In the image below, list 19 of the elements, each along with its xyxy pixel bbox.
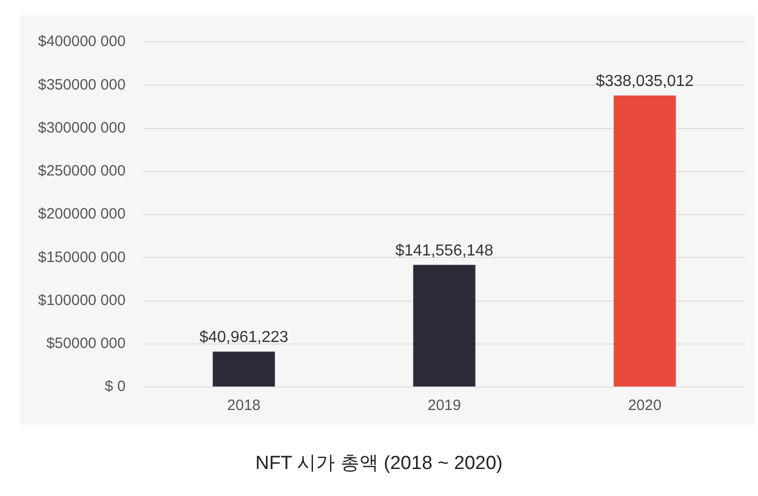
y-tick-label: $400000 000 (38, 33, 126, 50)
y-tick-label: $300000 000 (38, 119, 126, 136)
y-tick-label: $200000 000 (38, 206, 126, 223)
bar (212, 352, 275, 386)
y-tick-label: $150000 000 (38, 248, 126, 266)
y-tick-label: $ 0 (104, 378, 126, 396)
data-label: $338,035,012 (596, 72, 694, 90)
y-tick-label: $250000 000 (38, 162, 126, 180)
data-label: $40,961,223 (199, 329, 288, 346)
x-tick-label: 2020 (628, 397, 662, 414)
data-label: $141,556,148 (395, 242, 494, 260)
x-tick-label: 2018 (227, 397, 261, 414)
x-tick-label: 2019 (428, 397, 461, 414)
y-tick-label: $100000 000 (38, 292, 126, 309)
text: NFT 시가 총액 (2018 ~ 2020) (254, 452, 504, 476)
bar (413, 264, 476, 386)
bar (614, 95, 676, 386)
y-tick-label: $50000 000 (46, 335, 126, 352)
y-tick-label: $350000 000 (38, 76, 126, 94)
